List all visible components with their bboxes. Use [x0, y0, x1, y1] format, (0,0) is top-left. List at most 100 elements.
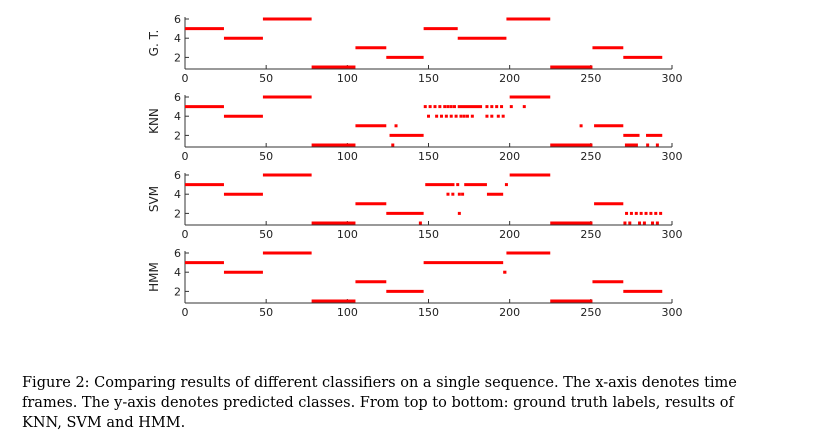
class-point [634, 211, 638, 215]
x-tick-label: 300 [662, 150, 683, 163]
x-tick-label: 100 [337, 306, 358, 319]
y-axis-label: G. T. [147, 30, 161, 57]
panel-gt: 0 50 100 150 200 250 300 2 4 6 G. T. [147, 13, 683, 85]
x-tick-label: 100 [337, 228, 358, 241]
class-point [522, 105, 526, 109]
class-point [495, 105, 499, 109]
x-tick-label: 250 [580, 150, 601, 163]
class-point [504, 183, 508, 187]
class-point [655, 143, 659, 147]
class-point [465, 114, 469, 118]
panel-svm: 0 50 100 150 200 250 300 2 4 6 SVM [147, 169, 683, 241]
class-point [418, 221, 422, 225]
caption-line-1: Figure 2: Comparing results of different… [22, 375, 737, 391]
class-point [659, 211, 663, 215]
class-point [501, 114, 505, 118]
x-tick-label: 300 [662, 306, 683, 319]
class-point [644, 211, 648, 215]
class-point [438, 105, 442, 109]
class-point [629, 211, 633, 215]
x-tick-label: 250 [580, 306, 601, 319]
x-tick-label: 50 [259, 72, 273, 85]
class-point [454, 114, 458, 118]
class-point [654, 211, 658, 215]
class-point [427, 114, 430, 118]
x-tick-label: 250 [580, 72, 601, 85]
x-tick-label: 0 [182, 150, 189, 163]
class-point [446, 105, 450, 109]
x-tick-label: 150 [418, 228, 439, 241]
x-tick-label: 300 [662, 72, 683, 85]
class-point [444, 114, 448, 118]
y-tick-label: 4 [174, 32, 181, 45]
y-tick-label: 6 [174, 13, 181, 26]
x-tick-label: 250 [580, 228, 601, 241]
panel-knn: 0 50 100 150 200 250 300 2 4 6 KNN [147, 91, 683, 163]
x-tick-label: 200 [499, 306, 520, 319]
class-point [579, 124, 583, 128]
class-point [391, 143, 395, 147]
x-tick-label: 200 [499, 150, 520, 163]
y-axis-label: SVM [147, 186, 161, 212]
caption-line-2: frames. The y-axis denotes predicted cla… [22, 395, 734, 411]
class-point [490, 114, 494, 118]
class-point [452, 105, 456, 109]
class-point [457, 192, 461, 196]
class-point [509, 105, 513, 109]
class-point [433, 105, 437, 109]
x-tick-label: 0 [182, 228, 189, 241]
y-tick-label: 2 [174, 51, 181, 64]
x-tick-label: 150 [418, 150, 439, 163]
x-tick-label: 200 [499, 72, 520, 85]
x-tick-label: 50 [259, 228, 273, 241]
y-tick-label: 6 [174, 169, 181, 182]
y-tick-label: 2 [174, 285, 181, 298]
class-point [485, 105, 489, 109]
x-tick-label: 100 [337, 72, 358, 85]
x-tick-label: 0 [182, 72, 189, 85]
y-tick-label: 4 [174, 188, 181, 201]
y-axis-label: HMM [147, 262, 161, 292]
x-tick-label: 150 [418, 72, 439, 85]
class-point [459, 114, 463, 118]
class-point [443, 105, 447, 109]
x-tick-label: 300 [662, 228, 683, 241]
class-point [461, 192, 465, 196]
y-tick-label: 2 [174, 129, 181, 142]
class-point [394, 124, 398, 128]
class-point [449, 105, 453, 109]
y-tick-label: 6 [174, 91, 181, 104]
x-tick-label: 50 [259, 150, 273, 163]
class-point [649, 211, 653, 215]
class-point [423, 105, 427, 109]
class-point [646, 143, 650, 147]
class-point [496, 114, 500, 118]
class-point [435, 114, 439, 118]
caption-line-3: KNN, SVM and HMM. [22, 415, 186, 431]
panel-hmm: 0 50 100 150 200 250 300 2 4 6 HMM [147, 247, 683, 319]
class-point [439, 114, 443, 118]
class-point [628, 221, 632, 225]
class-point [446, 192, 450, 196]
class-point [651, 221, 655, 225]
class-point [462, 114, 466, 118]
class-point [457, 211, 461, 215]
x-tick-label: 50 [259, 306, 273, 319]
class-point [456, 183, 460, 187]
y-tick-label: 6 [174, 247, 181, 260]
x-tick-label: 100 [337, 150, 358, 163]
class-point [490, 105, 494, 109]
class-point [428, 105, 432, 109]
y-tick-label: 2 [174, 207, 181, 220]
class-point [638, 221, 642, 225]
class-point [449, 114, 453, 118]
x-tick-label: 200 [499, 228, 520, 241]
class-point [500, 105, 504, 109]
class-point [642, 221, 646, 225]
class-point [655, 221, 659, 225]
class-point [639, 211, 643, 215]
class-point [623, 221, 627, 225]
class-point [470, 114, 474, 118]
class-point [451, 192, 455, 196]
